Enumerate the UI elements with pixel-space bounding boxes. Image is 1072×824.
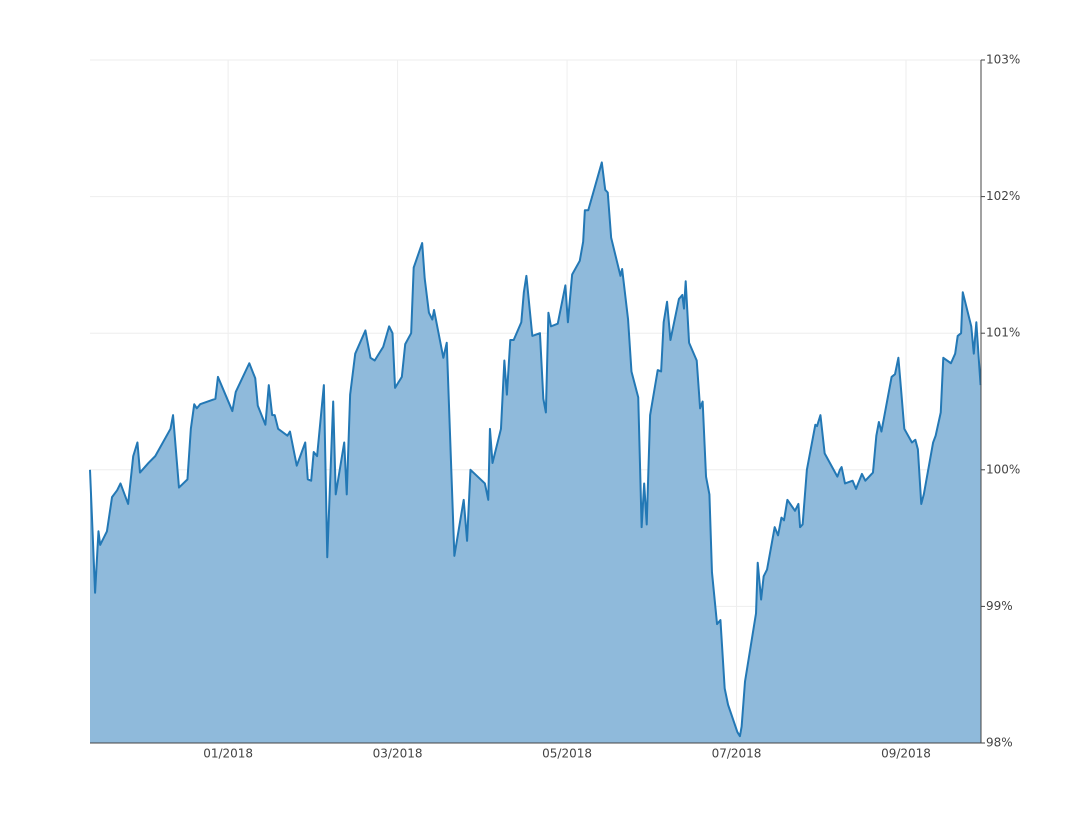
y-tick-label: 102% [986, 189, 1020, 203]
x-tick-label: 07/2018 [712, 747, 762, 761]
x-tick-label: 03/2018 [373, 747, 423, 761]
y-tick-label: 98% [986, 736, 1013, 750]
x-tick-label: 01/2018 [203, 747, 253, 761]
y-tick-label: 100% [986, 462, 1020, 476]
y-tick-label: 103% [986, 53, 1020, 67]
area-fill [90, 162, 981, 743]
y-tick-label: 101% [986, 326, 1020, 340]
x-tick-label: 09/2018 [881, 747, 931, 761]
x-tick-label: 05/2018 [542, 747, 592, 761]
y-tick-label: 99% [986, 599, 1013, 613]
line [89, 161, 982, 738]
